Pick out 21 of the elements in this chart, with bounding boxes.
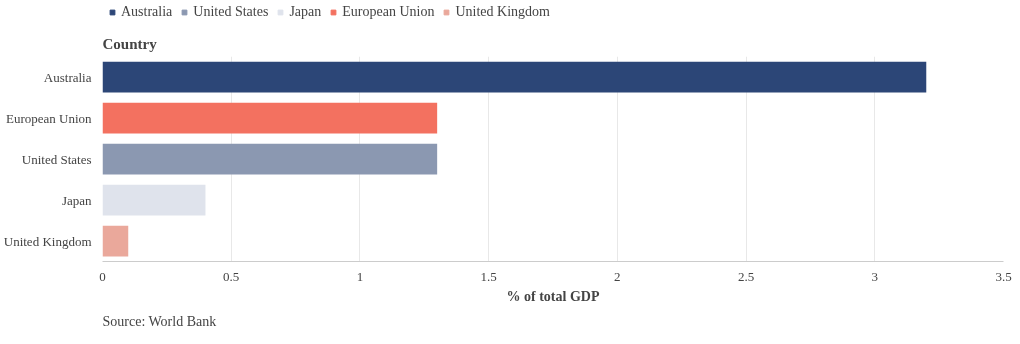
x-tick-label: 3 bbox=[871, 268, 879, 284]
legend-label: United States bbox=[193, 4, 269, 20]
source-note: Source: World Bank bbox=[102, 313, 217, 329]
y-tick-label: United States bbox=[21, 151, 92, 167]
x-tick-label: 1 bbox=[356, 268, 364, 284]
legend-label: Japan bbox=[289, 4, 322, 20]
y-tick-label: European Union bbox=[5, 110, 92, 126]
x-tick-label: 3.5 bbox=[995, 268, 1012, 284]
x-tick-label: 0 bbox=[99, 268, 106, 284]
legend-label: European Union bbox=[342, 4, 435, 20]
y-tick-label: Japan bbox=[61, 192, 92, 208]
x-tick-label: 0.5 bbox=[223, 268, 240, 284]
legend-label: United Kingdom bbox=[455, 4, 550, 20]
x-tick-label: 2 bbox=[614, 268, 621, 284]
y-tick-label: United Kingdom bbox=[3, 233, 92, 249]
x-tick-label: 1.5 bbox=[480, 268, 497, 284]
y-tick-label: Australia bbox=[43, 69, 92, 85]
x-tick-label: 2.5 bbox=[737, 268, 755, 284]
legend-label: Australia bbox=[121, 4, 173, 20]
x-axis-title: % of total GDP bbox=[506, 288, 600, 304]
y-axis-title: Country bbox=[102, 35, 158, 52]
